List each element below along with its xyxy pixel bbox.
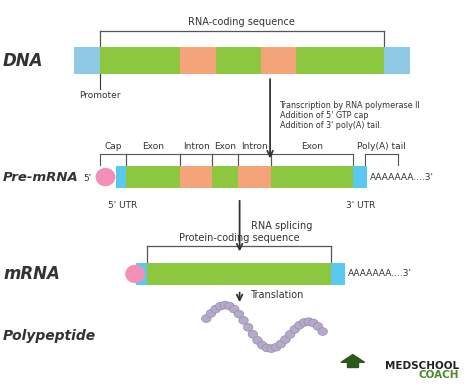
Circle shape <box>211 305 220 313</box>
Circle shape <box>281 336 290 343</box>
Text: Exon: Exon <box>301 142 323 151</box>
Text: Intron: Intron <box>241 142 268 151</box>
Bar <box>261 47 296 74</box>
Circle shape <box>244 324 253 331</box>
Circle shape <box>304 318 313 326</box>
Text: AAAAAAA....3': AAAAAAA....3' <box>370 173 434 182</box>
Text: 5' UTR: 5' UTR <box>109 201 138 210</box>
Text: MEDSCHOOL: MEDSCHOOL <box>385 361 459 371</box>
Circle shape <box>225 302 234 310</box>
Circle shape <box>313 322 323 330</box>
Bar <box>353 166 367 188</box>
Text: Promoter: Promoter <box>79 91 121 100</box>
Circle shape <box>262 344 272 352</box>
Text: RNA splicing: RNA splicing <box>251 221 313 231</box>
Text: 3' UTR: 3' UTR <box>346 201 375 210</box>
Bar <box>180 47 216 74</box>
Bar <box>74 47 410 74</box>
Bar <box>74 47 100 74</box>
Circle shape <box>267 345 276 352</box>
Circle shape <box>318 328 328 335</box>
Text: Polypeptide: Polypeptide <box>3 329 96 343</box>
Circle shape <box>272 343 281 351</box>
Circle shape <box>309 319 318 327</box>
Text: Cap: Cap <box>104 142 121 151</box>
Text: Poly(A) tail: Poly(A) tail <box>357 142 406 151</box>
Circle shape <box>201 315 211 322</box>
Bar <box>383 47 410 74</box>
Text: COACH: COACH <box>419 370 459 380</box>
Text: RNA-coding sequence: RNA-coding sequence <box>188 17 295 27</box>
Circle shape <box>285 331 295 338</box>
Text: DNA: DNA <box>3 52 44 70</box>
Circle shape <box>300 319 309 326</box>
Bar <box>296 47 383 74</box>
Bar <box>137 263 147 285</box>
Text: 5': 5' <box>83 175 91 184</box>
Text: AAAAAAA....3': AAAAAAA....3' <box>348 270 412 279</box>
Text: Addition of 5' GTP cap: Addition of 5' GTP cap <box>280 111 368 120</box>
Bar <box>216 47 261 74</box>
Text: Addition of 3' poly(A) tail.: Addition of 3' poly(A) tail. <box>280 121 382 130</box>
Text: mRNA: mRNA <box>3 265 60 283</box>
Ellipse shape <box>96 168 115 186</box>
Circle shape <box>295 321 304 329</box>
Bar <box>331 263 345 285</box>
Circle shape <box>234 310 244 318</box>
Circle shape <box>276 340 285 348</box>
Bar <box>238 166 271 188</box>
Bar <box>180 166 212 188</box>
Circle shape <box>248 330 257 338</box>
Bar <box>271 166 353 188</box>
Text: Translation: Translation <box>250 290 303 300</box>
Text: Protein-coding sequence: Protein-coding sequence <box>179 233 299 243</box>
Circle shape <box>229 305 239 313</box>
Text: Intron: Intron <box>183 142 210 151</box>
Bar <box>212 166 238 188</box>
Bar <box>116 166 126 188</box>
Text: Exon: Exon <box>142 142 164 151</box>
Text: Transcription by RNA polymerase II: Transcription by RNA polymerase II <box>280 101 420 110</box>
Circle shape <box>253 336 262 344</box>
Bar <box>147 263 331 285</box>
Text: Pre-mRNA: Pre-mRNA <box>3 170 79 184</box>
Bar <box>126 47 180 74</box>
Circle shape <box>216 302 225 310</box>
Bar <box>347 361 358 367</box>
Circle shape <box>206 310 216 317</box>
Polygon shape <box>341 355 365 362</box>
Text: Exon: Exon <box>214 142 237 151</box>
Circle shape <box>290 326 300 333</box>
Ellipse shape <box>126 265 145 282</box>
Circle shape <box>257 341 267 349</box>
Circle shape <box>239 317 248 324</box>
Bar <box>100 47 126 74</box>
Circle shape <box>220 301 229 309</box>
Bar <box>126 166 180 188</box>
